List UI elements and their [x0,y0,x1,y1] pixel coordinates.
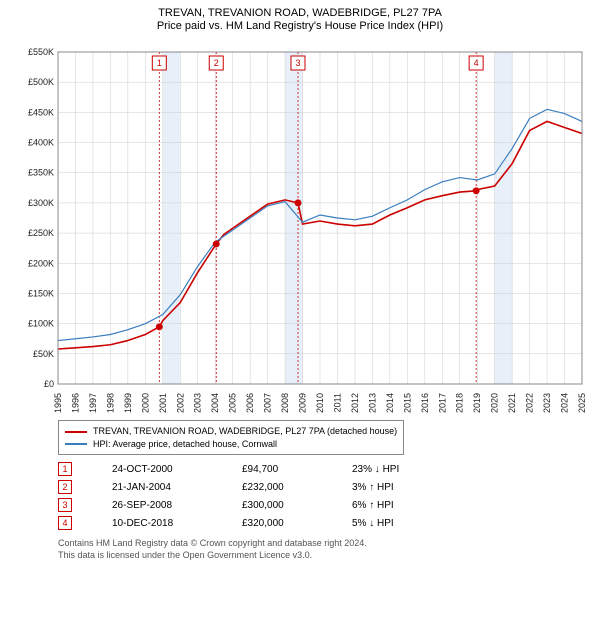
svg-text:1996: 1996 [70,393,80,413]
svg-text:2016: 2016 [420,393,430,413]
legend-red: TREVAN, TREVANION ROAD, WADEBRIDGE, PL27… [65,425,397,438]
chart-title-1: TREVAN, TREVANION ROAD, WADEBRIDGE, PL27… [10,6,590,20]
svg-text:2011: 2011 [332,393,342,412]
row-date: 21-JAN-2004 [112,482,202,493]
row-date: 24-OCT-2000 [112,464,202,475]
row-date: 10-DEC-2018 [112,518,202,529]
svg-text:£250K: £250K [28,228,54,238]
svg-text:2001: 2001 [158,393,168,413]
svg-text:2022: 2022 [525,393,535,413]
row-delta: 5% ↓ HPI [352,518,394,529]
svg-text:1997: 1997 [88,393,98,413]
svg-text:2009: 2009 [298,393,308,413]
svg-text:2013: 2013 [367,393,377,413]
svg-text:2007: 2007 [263,393,273,413]
footer-1: Contains HM Land Registry data © Crown c… [58,538,590,550]
svg-text:2014: 2014 [385,393,395,413]
table-row: 3 26-SEP-2008 £300,000 6% ↑ HPI [58,496,590,514]
svg-text:£0: £0 [44,379,54,389]
svg-text:£550K: £550K [28,47,54,57]
svg-text:2015: 2015 [402,393,412,413]
svg-text:2012: 2012 [350,393,360,413]
row-marker: 2 [58,480,72,494]
row-delta: 6% ↑ HPI [352,500,394,511]
svg-text:£50K: £50K [33,349,54,359]
svg-text:£450K: £450K [28,108,54,118]
legend-red-label: TREVAN, TREVANION ROAD, WADEBRIDGE, PL27… [93,425,397,438]
svg-text:2006: 2006 [245,393,255,413]
row-price: £94,700 [242,464,312,475]
svg-text:£300K: £300K [28,198,54,208]
row-marker: 4 [58,516,72,530]
row-price: £320,000 [242,518,312,529]
legend: TREVAN, TREVANION ROAD, WADEBRIDGE, PL27… [58,420,404,455]
svg-text:£100K: £100K [28,319,54,329]
chart: £0 £50K £100K £150K £200K £250K £300K £350K £400… [10,36,590,416]
svg-text:2: 2 [214,58,219,68]
svg-text:2020: 2020 [490,393,500,413]
row-marker: 1 [58,462,72,476]
svg-text:2017: 2017 [437,393,447,413]
svg-text:2025: 2025 [577,393,587,413]
svg-text:3: 3 [295,58,300,68]
svg-text:1998: 1998 [105,393,115,413]
svg-text:£150K: £150K [28,289,54,299]
row-price: £232,000 [242,482,312,493]
svg-text:2010: 2010 [315,393,325,413]
svg-text:£400K: £400K [28,138,54,148]
svg-text:£200K: £200K [28,259,54,269]
legend-blue: HPI: Average price, detached house, Corn… [65,438,397,451]
svg-text:2008: 2008 [280,393,290,413]
footer: Contains HM Land Registry data © Crown c… [58,538,590,561]
svg-text:4: 4 [474,58,479,68]
footer-2: This data is licensed under the Open Gov… [58,550,590,562]
table-row: 4 10-DEC-2018 £320,000 5% ↓ HPI [58,514,590,532]
svg-text:2005: 2005 [228,393,238,413]
svg-text:2021: 2021 [507,393,517,413]
sales-table: 1 24-OCT-2000 £94,700 23% ↓ HPI2 21-JAN-… [58,460,590,532]
svg-text:2023: 2023 [542,393,552,413]
svg-text:2003: 2003 [193,393,203,413]
svg-text:1999: 1999 [123,393,133,413]
svg-text:£350K: £350K [28,168,54,178]
table-row: 1 24-OCT-2000 £94,700 23% ↓ HPI [58,460,590,478]
svg-text:2019: 2019 [472,393,482,413]
legend-blue-label: HPI: Average price, detached house, Corn… [93,438,277,451]
svg-text:2018: 2018 [455,393,465,413]
svg-text:2002: 2002 [175,393,185,413]
row-price: £300,000 [242,500,312,511]
row-delta: 23% ↓ HPI [352,464,399,475]
row-marker: 3 [58,498,72,512]
svg-text:2024: 2024 [560,393,570,413]
row-date: 26-SEP-2008 [112,500,202,511]
row-delta: 3% ↑ HPI [352,482,394,493]
svg-text:1: 1 [157,58,162,68]
svg-text:2004: 2004 [210,393,220,413]
svg-text:1995: 1995 [53,393,63,413]
svg-text:2000: 2000 [140,393,150,413]
table-row: 2 21-JAN-2004 £232,000 3% ↑ HPI [58,478,590,496]
chart-title-2: Price paid vs. HM Land Registry's House … [10,20,590,32]
svg-text:£500K: £500K [28,77,54,87]
